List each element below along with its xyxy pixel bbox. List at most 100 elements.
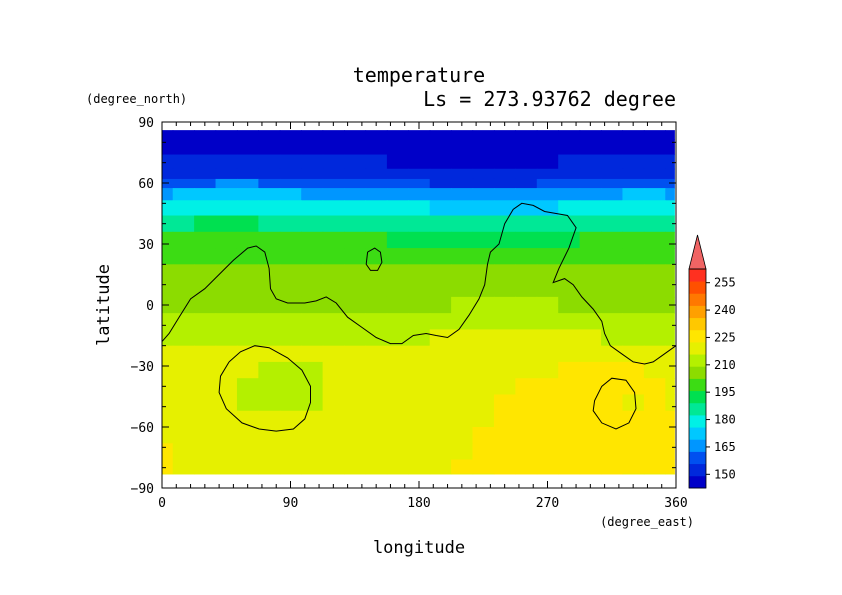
heatmap-cell <box>322 313 345 330</box>
heatmap-cell <box>279 459 302 475</box>
heatmap-cell <box>515 473 538 475</box>
heatmap-cell <box>515 410 538 428</box>
heatmap-cell <box>665 168 675 180</box>
heatmap-cell <box>172 168 195 180</box>
heatmap-cell <box>536 154 559 170</box>
y-tick-label: 0 <box>146 299 154 314</box>
heatmap-cell <box>301 410 324 428</box>
heatmap-cell <box>622 264 645 282</box>
heatmap-cell <box>279 473 302 475</box>
contour-line <box>592 377 637 430</box>
heatmap-cell <box>622 329 645 347</box>
heatmap-cell <box>365 410 388 428</box>
heatmap-cell <box>515 427 538 444</box>
heatmap-cell <box>236 154 259 170</box>
heatmap-cell <box>386 410 409 428</box>
heatmap-cell <box>601 394 624 412</box>
heatmap-cell <box>386 168 409 180</box>
heatmap-cell <box>322 361 345 379</box>
heatmap-cell <box>344 394 367 412</box>
colorbar-segment <box>689 305 706 319</box>
heatmap-cell <box>408 313 431 330</box>
heatmap-cell <box>622 394 645 412</box>
heatmap-cell <box>493 231 516 249</box>
heatmap-cell <box>665 427 675 444</box>
heatmap-cell <box>451 248 474 265</box>
heatmap-cell <box>408 280 431 298</box>
heatmap-cell <box>279 248 302 265</box>
heatmap-cell <box>344 154 367 170</box>
heatmap-cell <box>365 248 388 265</box>
heatmap-cell <box>665 313 675 330</box>
heatmap-cell <box>236 178 259 189</box>
heatmap-cell <box>322 248 345 265</box>
heatmap-cell <box>493 329 516 347</box>
heatmap-cell <box>536 459 559 475</box>
heatmap-cell <box>472 200 495 217</box>
heatmap-cell <box>429 178 452 189</box>
heatmap-cell <box>643 280 666 298</box>
heatmap-cell <box>429 427 452 444</box>
heatmap-cell <box>601 296 624 314</box>
heatmap-cell <box>215 296 238 314</box>
heatmap-cell <box>601 139 624 156</box>
heatmap-cell <box>515 264 538 282</box>
heatmap-cell <box>172 248 195 265</box>
heatmap-cell <box>643 329 666 347</box>
heatmap-cell <box>493 473 516 475</box>
heatmap-cell <box>429 154 452 170</box>
heatmap-cell <box>536 361 559 379</box>
heatmap-cell <box>622 178 645 189</box>
heatmap-cell <box>643 168 666 180</box>
heatmap-cell <box>365 264 388 282</box>
heatmap-cell <box>194 410 217 428</box>
heatmap-cell <box>408 473 431 475</box>
heatmap-cell <box>515 394 538 412</box>
heatmap-cell <box>386 154 409 170</box>
heatmap-cell <box>301 130 324 140</box>
heatmap-cell <box>451 188 474 201</box>
heatmap-cell <box>601 248 624 265</box>
heatmap-cell <box>386 345 409 363</box>
heatmap-cell <box>493 394 516 412</box>
heatmap-cell <box>236 427 259 444</box>
heatmap-cell <box>162 361 174 379</box>
heatmap-cell <box>172 329 195 347</box>
heatmap-cell <box>386 443 409 461</box>
heatmap-cell <box>386 459 409 475</box>
heatmap-cell <box>601 168 624 180</box>
heatmap-cell <box>258 168 281 180</box>
heatmap-cell <box>493 361 516 379</box>
heatmap-cell <box>622 313 645 330</box>
heatmap-cell <box>601 280 624 298</box>
heatmap-cell <box>386 296 409 314</box>
heatmap-cell <box>258 280 281 298</box>
heatmap-cell <box>558 345 581 363</box>
heatmap-cell <box>579 188 602 201</box>
heatmap-cell <box>536 130 559 140</box>
heatmap-cell <box>322 296 345 314</box>
heatmap-cell <box>472 248 495 265</box>
colorbar-tick-label: 195 <box>714 385 736 399</box>
heatmap-cell <box>162 130 174 140</box>
colorbar-tick-label: 150 <box>714 467 736 481</box>
heatmap-cell <box>215 394 238 412</box>
axes: 0 90 180 270 360 90 60 30 0 −30 −60 −90 <box>131 116 688 511</box>
heatmap-cell <box>344 427 367 444</box>
heatmap-cell <box>322 345 345 363</box>
heatmap-cell <box>236 168 259 180</box>
heatmap-cell <box>344 459 367 475</box>
colorbar-segment <box>689 354 706 367</box>
heatmap-cell <box>408 443 431 461</box>
heatmap-cell <box>665 394 675 412</box>
heatmap-cell <box>536 296 559 314</box>
heatmap-cell <box>408 168 431 180</box>
heatmap-cell <box>536 264 559 282</box>
heatmap-cell <box>172 443 195 461</box>
heatmap-cell <box>515 459 538 475</box>
heatmap-cell <box>162 394 174 412</box>
heatmap-cell <box>408 427 431 444</box>
heatmap-cell <box>622 443 645 461</box>
heatmap-cell <box>365 178 388 189</box>
heatmap-cell <box>194 215 217 233</box>
